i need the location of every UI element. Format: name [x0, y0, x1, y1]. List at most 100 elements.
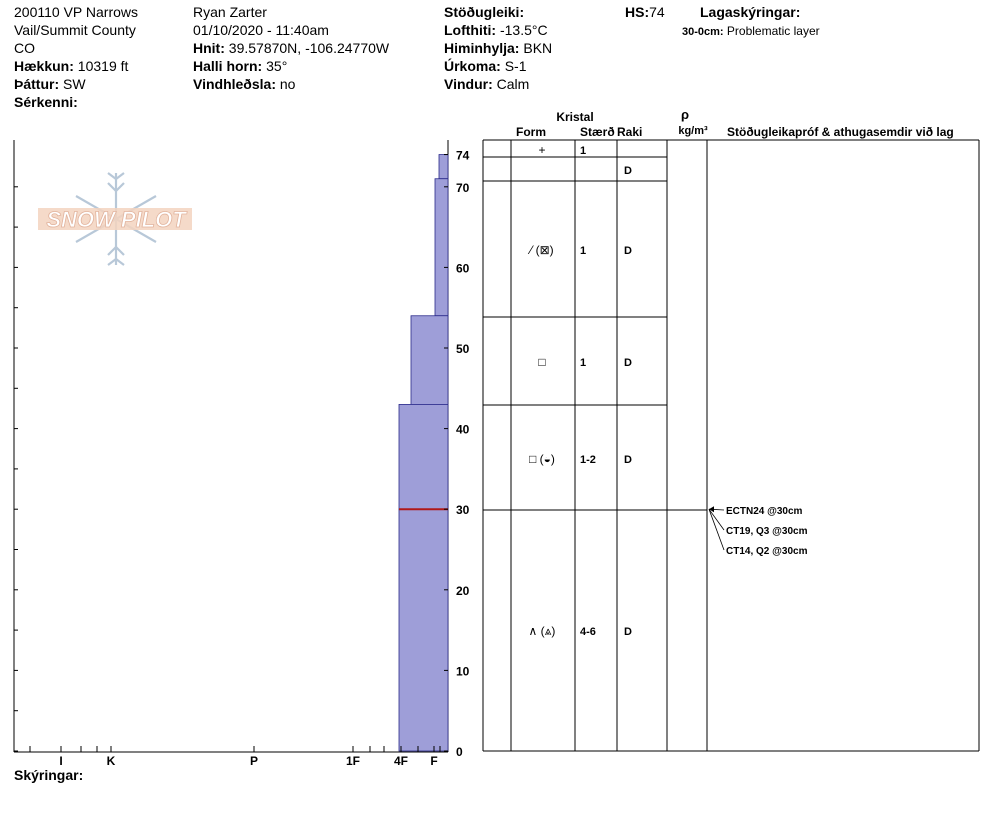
layer-size-3: 1-2	[580, 454, 596, 466]
layer-size-4: 4-6	[580, 626, 596, 638]
specifics-label: Sérkenni:	[14, 94, 78, 110]
wind-row: Vindur: Calm	[444, 76, 529, 92]
layer-form-1: ⁄ (⊠)	[527, 243, 553, 257]
elevation-label: Hækkun:	[14, 58, 74, 74]
hs-value: 74	[649, 4, 665, 20]
stability-tests: ECTN24 @30cm CT19, Q3 @30cm CT14, Q2 @30cm	[708, 506, 808, 557]
air-temp-label: Lofthiti:	[444, 22, 497, 38]
aspect-label: Þáttur:	[14, 76, 60, 92]
density-symbol: ρ	[681, 107, 689, 122]
wind-loading-label: Vindhleðsla:	[193, 76, 276, 92]
coords-row: Hnit: 39.57870N, -106.24770W	[193, 40, 389, 56]
hardness-bar-0	[438, 154, 449, 180]
elevation-value: 10319 ft	[77, 58, 129, 74]
layer-size-1: 1	[580, 245, 586, 257]
hardness-bar-2	[410, 315, 449, 405]
test-arrow-icon	[709, 506, 714, 513]
air-temp-row: Lofthiti: -13.5°C	[444, 22, 548, 38]
test-label: ECTN24 @30cm	[726, 506, 803, 517]
hardness-tick-label: F	[430, 754, 437, 768]
hardness-tick-label: I	[59, 754, 62, 768]
hs-row: HS:74	[625, 4, 665, 20]
hardness-bar-1	[434, 178, 449, 317]
watermark-band	[38, 208, 192, 230]
layer-moisture-1: D	[624, 245, 632, 257]
wind-label: Vindur:	[444, 76, 493, 92]
kristal-header: Kristal	[556, 110, 593, 124]
site-location: Vail/Summit County	[14, 22, 136, 38]
hardness-tick-label: P	[250, 754, 258, 768]
comments-header: Stöðugleikapróf & athugasemdir við lag	[727, 125, 954, 139]
notes-label: Skýringar:	[14, 767, 84, 783]
layer-form-0: +	[538, 143, 545, 157]
coords-label: Hnit:	[193, 40, 225, 56]
size-header: Stærð	[580, 125, 615, 139]
depth-tick-label: 74	[456, 149, 470, 163]
test-leader-line	[708, 509, 725, 551]
moisture-header: Raki	[617, 125, 642, 139]
test-leader-line	[708, 508, 725, 531]
depth-tick-label: 0	[456, 745, 463, 759]
wind-value: Calm	[496, 76, 530, 92]
hardness-tick-label: K	[107, 754, 116, 768]
legend-label: Lagaskýringar:	[700, 4, 801, 20]
depth-tick-label: 60	[456, 261, 470, 275]
aspect-row: Þáttur: SW	[14, 76, 86, 92]
site-title: 200110 VP Narrows	[14, 4, 138, 20]
form-header: Form	[516, 125, 546, 139]
layer-form-3: □ (◒)	[529, 452, 555, 466]
precip-value: S-1	[504, 58, 527, 74]
layer-moisture-2: D	[624, 357, 632, 369]
depth-ticks: 0 10 20 30 40 50 60 70 74	[444, 149, 470, 759]
depth-tick-label: 20	[456, 584, 470, 598]
stability-row: Stöðugleiki:	[444, 4, 524, 20]
hs-label: HS:	[625, 4, 650, 20]
hardness-bar-4	[398, 508, 449, 752]
hardness-tick-label: 4F	[394, 754, 408, 768]
hardness-bars	[398, 154, 449, 752]
left-tick-marks	[14, 186, 18, 752]
layer-moisture-4: D	[624, 626, 632, 638]
depth-tick-label: 10	[456, 664, 470, 678]
layer-size-2: 1	[580, 357, 586, 369]
legend-row: 30-0cm: Problematic layer	[682, 23, 820, 40]
sky-label: Himinhylja:	[444, 40, 520, 56]
hardness-tick-label: 1F	[346, 754, 360, 768]
layer-form-4: ∧ (⩓)	[529, 624, 556, 638]
test-label: CT19, Q3 @30cm	[726, 526, 808, 537]
obs-datetime: 01/10/2020 - 11:40am	[193, 22, 329, 38]
depth-tick-label: 30	[456, 503, 470, 517]
wind-loading-value: no	[279, 76, 296, 92]
sky-row: Himinhylja: BKN	[444, 40, 552, 56]
hardness-ticks: I K P 1F 4F F	[29, 746, 441, 768]
layer-table-cells: +1 ⁄ (⊠) 1 D □ 1 D □ (◒) 1-2 D ∧ (⩓) 4-6 D D	[527, 143, 632, 638]
depth-tick-label: 50	[456, 342, 470, 356]
precip-row: Úrkoma: S-1	[444, 58, 526, 74]
legend-text: Problematic layer	[726, 24, 820, 38]
extra-row-moisture: D	[624, 165, 632, 177]
observer: Ryan Zarter	[193, 4, 267, 20]
aspect-value: SW	[63, 76, 86, 92]
air-temp-value: -13.5°C	[499, 22, 548, 38]
slope-value: 35°	[266, 58, 288, 74]
legend-range: 30-0cm:	[682, 26, 724, 38]
depth-tick-label: 40	[456, 423, 470, 437]
layer-form-2: □	[538, 355, 545, 369]
depth-tick-label: 70	[456, 181, 470, 195]
hardness-bar-3	[398, 404, 449, 510]
sky-value: BKN	[523, 40, 553, 56]
layer-table-grid	[482, 139, 980, 752]
test-label: CT14, Q2 @30cm	[726, 546, 808, 557]
density-unit: kg/m³	[678, 125, 708, 137]
layer-moisture-3: D	[624, 454, 632, 466]
snowpilot-watermark: SNOW PILOT	[38, 172, 192, 266]
watermark-text: SNOW PILOT	[46, 207, 187, 232]
precip-label: Úrkoma:	[444, 58, 501, 74]
wind-loading-row: Vindhleðsla: no	[193, 76, 295, 92]
stability-label: Stöðugleiki:	[444, 4, 525, 20]
elevation-row: Hækkun: 10319 ft	[14, 58, 128, 74]
layer-size-0: 1	[580, 145, 586, 157]
slope-label: Halli horn:	[193, 58, 263, 74]
site-state: CO	[14, 40, 35, 56]
